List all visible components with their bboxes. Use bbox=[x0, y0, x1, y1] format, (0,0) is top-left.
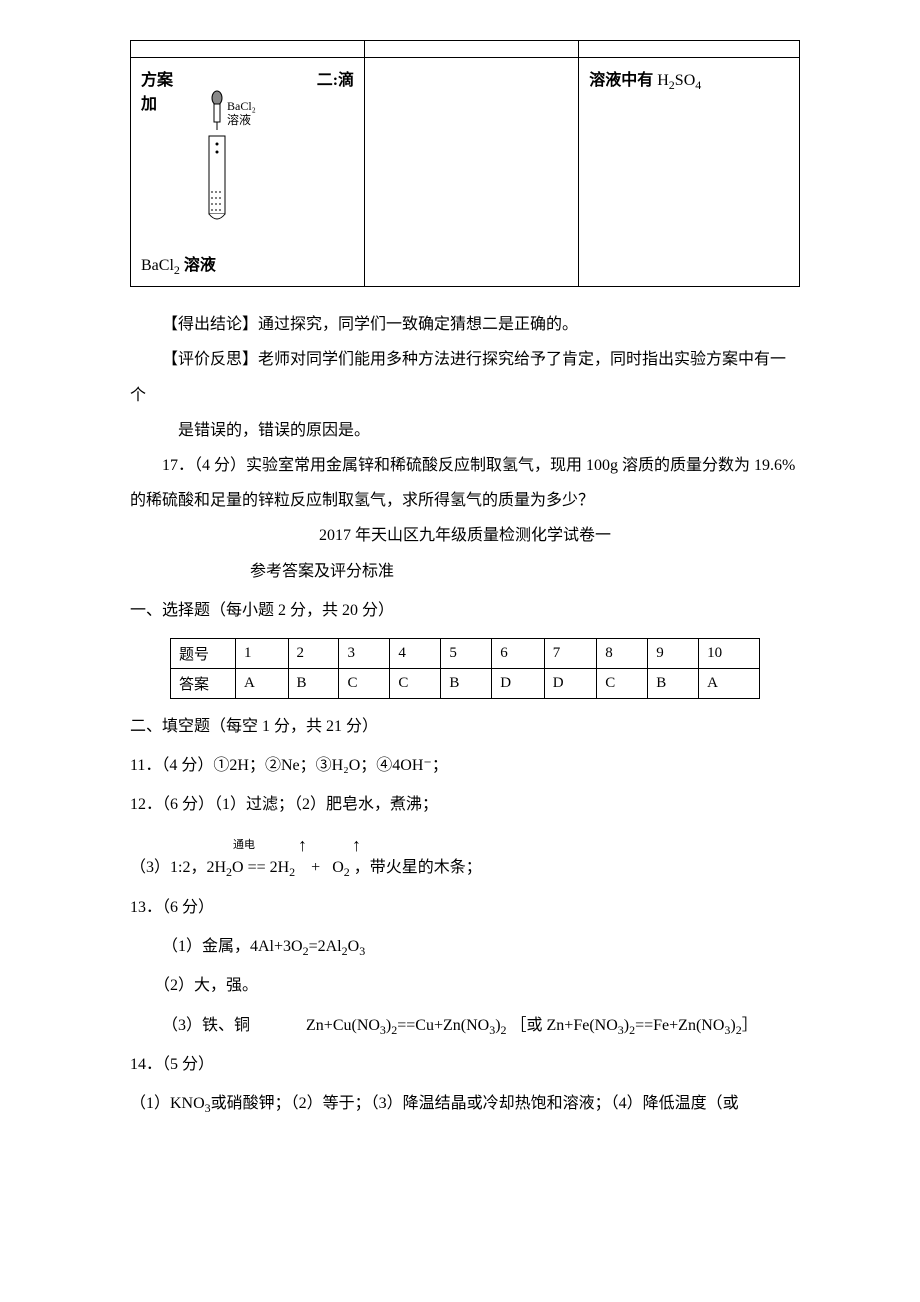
up-arrow-icon-2: ↑ bbox=[352, 836, 361, 854]
exp-r2c2 bbox=[365, 58, 579, 287]
answer-val-8: C bbox=[597, 668, 648, 698]
exp-r2c3: 溶液中有 H2SO4 bbox=[579, 58, 800, 287]
equation-left: （3）1:2，2H2O == 2H2 bbox=[130, 859, 295, 876]
answer-val-6: D bbox=[492, 668, 545, 698]
answer-subtitle: 参考答案及评分标准 bbox=[250, 554, 800, 589]
answer-13-2: （2）大，强。 bbox=[130, 968, 800, 1003]
answer-table-answer-row: 答案 A B C C B D D C B A bbox=[171, 668, 760, 698]
answer-val-7: D bbox=[544, 668, 597, 698]
answer-13-3b: Zn+Cu(NO3)2==Cu+Zn(NO3)2 ［或 Zn+Fe(NO3)2=… bbox=[306, 1017, 758, 1034]
answer-col-7: 7 bbox=[544, 638, 597, 668]
diagram-label-bacl2: BaCl₂ bbox=[227, 99, 256, 113]
answer-table-header-row: 题号 1 2 3 4 5 6 7 8 9 10 bbox=[171, 638, 760, 668]
answer-col-3: 3 bbox=[339, 638, 390, 668]
up-arrow-icon: ↑ bbox=[298, 836, 307, 854]
answer-title: 2017 年天山区九年级质量检测化学试卷一 bbox=[130, 518, 800, 553]
answer-val-1: A bbox=[236, 668, 289, 698]
exp-scheme-label: 方案 bbox=[141, 72, 173, 89]
answer-table: 题号 1 2 3 4 5 6 7 8 9 10 答案 A B C C B D D… bbox=[170, 638, 760, 699]
answer-14-1: （1）KNO3或硝酸钾；（2）等于；（3）降温结晶或冷却热饱和溶液；（4）降低温… bbox=[130, 1086, 800, 1122]
answer-col-9: 9 bbox=[648, 638, 699, 668]
answer-13-1: （1）金属，4Al+3O2=2Al2O3 bbox=[130, 929, 800, 965]
diagram-label-solution: 溶液 bbox=[227, 112, 251, 127]
equation-suffix: ，带火星的木条； bbox=[354, 859, 482, 876]
reflection-line2: 是错误的，错误的原因是。 bbox=[130, 413, 800, 448]
conclusion-text: 【得出结论】通过探究，同学们一致确定猜想二是正确的。 bbox=[130, 307, 800, 342]
answer-col-4: 4 bbox=[390, 638, 441, 668]
answer-col-5: 5 bbox=[441, 638, 492, 668]
exp-reagent-label: BaCl2 溶液 bbox=[141, 251, 354, 278]
exp-r1c1 bbox=[131, 41, 365, 58]
section1-heading: 一、选择题（每小题 2 分，共 20 分） bbox=[130, 593, 800, 628]
answer-val-2: B bbox=[288, 668, 339, 698]
reflection-line1: 【评价反思】老师对同学们能用多种方法进行探究给予了肯定，同时指出实验方案中有一个 bbox=[130, 342, 800, 412]
answer-val-10: A bbox=[699, 668, 759, 698]
answer-val-3: C bbox=[339, 668, 390, 698]
answer-col-10: 10 bbox=[699, 638, 759, 668]
answer-col-6: 6 bbox=[492, 638, 545, 668]
answer-col-2: 2 bbox=[288, 638, 339, 668]
answer-12: 12．（6 分）（1）过滤；（2）肥皂水，煮沸； bbox=[130, 787, 800, 822]
answer-table-header-label: 题号 bbox=[171, 638, 236, 668]
equation-condition: 通电 bbox=[224, 840, 264, 851]
answer-val-4: C bbox=[390, 668, 441, 698]
section2-heading: 二、填空题（每空 1 分，共 21 分） bbox=[130, 709, 800, 744]
answer-13-3: （3）铁、铜 Zn+Cu(NO3)2==Cu+Zn(NO3)2 ［或 Zn+Fe… bbox=[130, 1008, 800, 1044]
exp-r1c2 bbox=[365, 41, 579, 58]
exp-scheme-action: 二:滴 bbox=[317, 72, 354, 89]
q17-line2: 的稀硫酸和足量的锌粒反应制取氢气，求所得氢气的质量为多少？ bbox=[130, 483, 800, 518]
answer-14: 14．（5 分） bbox=[130, 1047, 800, 1082]
answer-12-3: 通电 （3）1:2，2H2O == 2H2 ↑ + O2 ↑ ，带火星的木条； bbox=[130, 840, 800, 885]
answer-11: 11．（4 分）①2H；②Ne；③H₂O；④4OH⁻； bbox=[130, 748, 800, 783]
experiment-table: 方案 二:滴 加 BaCl₂ 溶液 bbox=[130, 40, 800, 287]
q17-line1: 17．（4 分）实验室常用金属锌和稀硫酸反应制取氢气，现用 100g 溶质的质量… bbox=[130, 448, 800, 483]
answer-13: 13．（6 分） bbox=[130, 890, 800, 925]
exp-add-label: 加 bbox=[141, 96, 157, 113]
answer-col-1: 1 bbox=[236, 638, 289, 668]
dropper-tube-diagram: BaCl₂ 溶液 bbox=[187, 90, 267, 245]
answer-13-3a: （3）铁、铜 bbox=[162, 1017, 250, 1034]
exp-r2c1: 方案 二:滴 加 BaCl₂ 溶液 bbox=[131, 58, 365, 287]
answer-val-9: B bbox=[648, 668, 699, 698]
equation-plus: + O2 bbox=[299, 859, 350, 876]
exp-r1c3 bbox=[579, 41, 800, 58]
answer-col-8: 8 bbox=[597, 638, 648, 668]
answer-val-5: B bbox=[441, 668, 492, 698]
answer-table-row-label: 答案 bbox=[171, 668, 236, 698]
